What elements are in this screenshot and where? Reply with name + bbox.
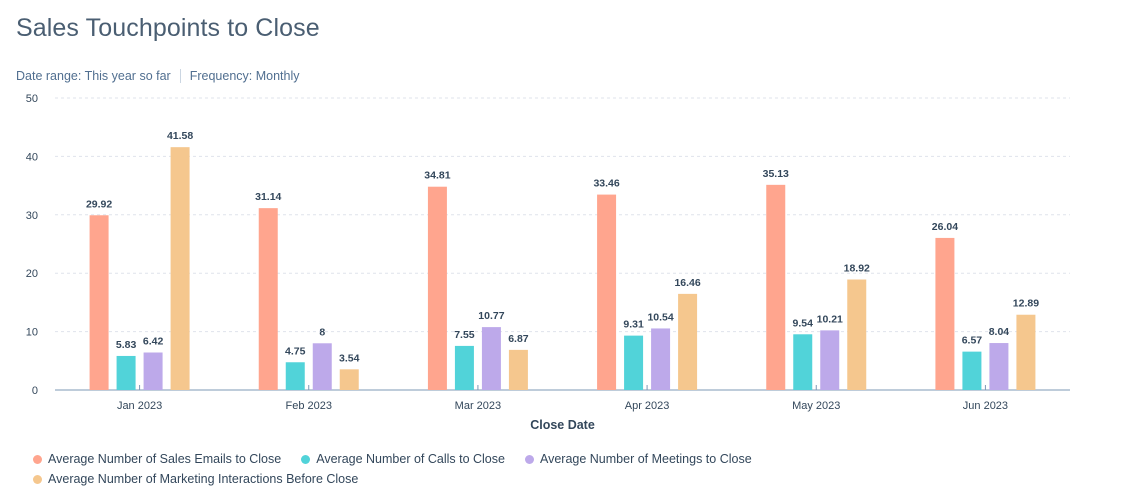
x-tick-label: Jan 2023 (117, 400, 162, 412)
report-filters: Date range: This year so far Frequency: … (16, 69, 300, 83)
data-label: 29.92 (86, 198, 112, 210)
bar[interactable] (935, 237, 955, 390)
data-label: 16.46 (674, 277, 700, 289)
chart-title: Sales Touchpoints to Close (16, 14, 320, 42)
chart-legend: Average Number of Sales Emails to Close … (33, 449, 1113, 489)
bar[interactable] (793, 334, 813, 390)
data-label: 6.42 (143, 336, 164, 348)
x-tick-label: Mar 2023 (455, 400, 501, 412)
data-label: 7.55 (454, 329, 475, 341)
bar[interactable] (258, 208, 278, 390)
y-tick-label: 30 (26, 210, 38, 222)
date-range-filter[interactable]: Date range: This year so far (16, 69, 171, 83)
data-label: 31.14 (255, 191, 281, 203)
bar[interactable] (820, 330, 840, 390)
bar[interactable] (427, 186, 447, 390)
data-label: 33.46 (593, 178, 619, 190)
bar[interactable] (89, 215, 109, 390)
legend-swatch (33, 454, 42, 464)
bar[interactable] (481, 327, 501, 390)
data-label: 26.04 (932, 221, 958, 233)
bar-chart: 0 10 20 30 40 50 29.92 5.83 6.42 41.58 Jan 2023 31.… (26, 93, 1070, 432)
y-tick-label: 0 (32, 385, 38, 397)
legend-item-sales-emails[interactable]: Average Number of Sales Emails to Close (33, 452, 281, 466)
legend-item-calls[interactable]: Average Number of Calls to Close (301, 452, 505, 466)
data-label: 34.81 (424, 170, 450, 182)
data-label: 8 (319, 326, 325, 338)
legend-row: Average Number of Sales Emails to Close … (33, 449, 1113, 469)
data-label: 35.13 (763, 168, 789, 180)
data-label: 41.58 (167, 130, 193, 142)
bar[interactable] (285, 362, 305, 390)
data-label: 8.04 (989, 326, 1010, 338)
data-label: 6.57 (962, 335, 983, 347)
data-label: 6.87 (508, 333, 529, 345)
bar[interactable] (116, 355, 136, 390)
legend-swatch (524, 454, 534, 464)
data-label: 12.89 (1013, 298, 1039, 310)
data-label: 4.75 (285, 345, 306, 357)
bar[interactable] (170, 147, 190, 390)
legend-item-marketing-interactions[interactable]: Average Number of Marketing Interactions… (33, 472, 358, 486)
x-tick-label: Apr 2023 (625, 400, 670, 412)
legend-item-meetings[interactable]: Average Number of Meetings to Close (524, 452, 752, 466)
bar[interactable] (962, 351, 982, 390)
data-label: 18.92 (844, 263, 870, 275)
frequency-filter[interactable]: Frequency: Monthly (189, 69, 300, 83)
bar[interactable] (678, 293, 698, 390)
legend-label: Average Number of Calls to Close (316, 452, 505, 466)
data-label: 9.31 (623, 319, 644, 331)
bar[interactable] (339, 369, 359, 390)
x-axis-title: Close Date (530, 418, 595, 432)
bar[interactable] (847, 279, 867, 390)
bar[interactable] (597, 194, 617, 390)
bar[interactable] (989, 343, 1009, 390)
legend-swatch (33, 474, 42, 484)
data-label: 10.21 (817, 313, 843, 325)
x-tick-label: Feb 2023 (286, 400, 332, 412)
legend-row: Average Number of Marketing Interactions… (33, 469, 1113, 489)
bar[interactable] (454, 345, 474, 390)
data-label: 3.54 (339, 352, 360, 364)
y-tick-label: 10 (26, 327, 38, 339)
y-tick-label: 40 (26, 151, 38, 163)
legend-label: Average Number of Marketing Interactions… (48, 472, 359, 486)
data-label: 10.77 (478, 310, 504, 322)
y-tick-label: 20 (26, 268, 38, 280)
legend-swatch (301, 454, 311, 464)
bar[interactable] (766, 184, 786, 390)
x-tick-label: Jun 2023 (963, 400, 1008, 412)
filter-divider (179, 69, 181, 83)
y-tick-label: 50 (26, 93, 38, 105)
bar[interactable] (651, 328, 671, 390)
bar[interactable] (1016, 314, 1036, 390)
bar[interactable] (624, 335, 644, 390)
bar[interactable] (312, 343, 332, 390)
data-label: 5.83 (116, 339, 137, 351)
legend-label: Average Number of Sales Emails to Close (48, 452, 282, 466)
bar[interactable] (508, 349, 528, 390)
bar[interactable] (143, 352, 163, 390)
data-label: 10.54 (647, 311, 673, 323)
data-label: 9.54 (793, 317, 814, 329)
x-tick-label: May 2023 (792, 400, 840, 412)
legend-label: Average Number of Meetings to Close (539, 452, 752, 466)
